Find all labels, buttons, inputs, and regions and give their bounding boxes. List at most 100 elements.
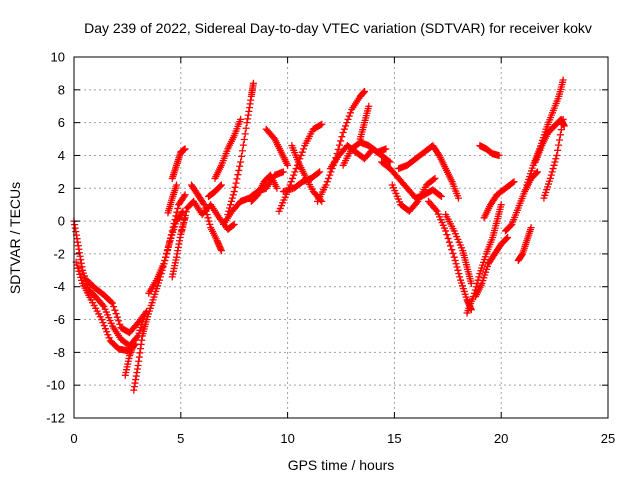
data-point <box>554 146 562 154</box>
data-point <box>533 169 541 177</box>
data-point <box>444 234 452 242</box>
data-point <box>216 182 224 190</box>
data-point <box>99 319 107 327</box>
y-tick-label: -12 <box>46 411 65 426</box>
data-point <box>437 192 445 200</box>
data-point <box>163 247 171 255</box>
data-point <box>164 243 172 251</box>
data-point <box>509 179 517 187</box>
data-point <box>442 227 450 235</box>
data-point <box>229 221 237 229</box>
data-point <box>111 306 119 314</box>
data-point <box>77 273 85 281</box>
data-point <box>340 125 348 133</box>
data-point <box>202 207 210 215</box>
data-point <box>504 234 512 241</box>
data-point <box>386 158 394 166</box>
data-point <box>228 194 236 202</box>
data-point <box>453 263 461 271</box>
series-arc-16 <box>247 171 281 205</box>
data-point <box>345 112 353 120</box>
data-point <box>240 136 248 144</box>
data-point <box>324 174 332 182</box>
data-point <box>291 168 299 176</box>
y-tick-label: 0 <box>58 214 65 229</box>
data-point <box>337 137 345 145</box>
data-point <box>116 320 124 328</box>
data-point <box>174 204 182 212</box>
data-point <box>443 231 451 239</box>
data-point <box>287 178 295 186</box>
data-point <box>452 260 460 268</box>
data-point <box>227 201 235 209</box>
data-point <box>385 157 393 165</box>
series-arc-21 <box>314 87 368 205</box>
data-point <box>323 178 331 186</box>
data-point <box>339 128 347 136</box>
data-point <box>242 124 250 132</box>
series-arc-4 <box>121 340 138 379</box>
data-point <box>179 223 187 231</box>
data-point <box>238 147 246 155</box>
data-point <box>382 145 390 153</box>
x-tick-label: 25 <box>601 431 615 446</box>
data-point <box>475 273 483 281</box>
data-point <box>445 238 453 246</box>
x-tick-label: 15 <box>387 431 401 446</box>
data-point <box>317 121 325 129</box>
data-point <box>360 87 368 95</box>
data-point <box>284 161 292 169</box>
data-point <box>553 151 561 159</box>
series-arc-24 <box>356 102 373 143</box>
data-point <box>299 145 307 153</box>
data-point <box>322 181 330 189</box>
x-tick-label: 10 <box>280 431 294 446</box>
data-point <box>100 322 108 330</box>
data-point <box>454 266 462 274</box>
data-point <box>180 192 188 200</box>
data-point <box>497 201 505 209</box>
y-tick-label: -2 <box>53 246 65 261</box>
x-tick-label: 0 <box>70 431 77 446</box>
series-arc-11 <box>187 181 225 255</box>
data-point <box>113 313 121 321</box>
data-point <box>203 211 211 219</box>
data-point <box>76 270 84 278</box>
data-point <box>316 168 324 176</box>
data-point <box>230 188 238 196</box>
data-point <box>557 126 565 134</box>
data-point <box>200 201 208 209</box>
y-tick-label: -8 <box>53 345 65 360</box>
data-point <box>552 155 560 163</box>
data-point <box>239 141 247 149</box>
data-point <box>249 79 257 87</box>
y-tick-label: 4 <box>58 148 65 163</box>
data-point <box>241 130 249 138</box>
data-point <box>217 247 225 255</box>
data-point <box>107 298 115 306</box>
data-point <box>99 301 107 309</box>
data-point <box>326 171 334 179</box>
series-arc-27 <box>395 142 462 202</box>
y-tick-label: 10 <box>51 50 65 65</box>
y-tick-label: -10 <box>46 378 65 393</box>
data-point <box>527 224 535 232</box>
series-arc-36 <box>523 76 567 189</box>
data-point <box>206 220 214 228</box>
data-point <box>503 234 511 242</box>
data-point <box>110 303 118 311</box>
series-arc-33 <box>476 142 503 159</box>
data-point <box>234 171 242 179</box>
series-arc-9 <box>168 145 189 182</box>
data-point <box>343 119 351 127</box>
data-point <box>162 250 170 258</box>
data-point <box>338 133 346 141</box>
data-point <box>236 162 244 170</box>
y-tick-label: -6 <box>53 312 65 327</box>
data-point <box>182 208 190 216</box>
data-point <box>74 264 82 272</box>
data-point <box>448 246 456 254</box>
series-arc-31 <box>472 234 512 301</box>
x-axis-label: GPS time / hours <box>288 457 395 473</box>
